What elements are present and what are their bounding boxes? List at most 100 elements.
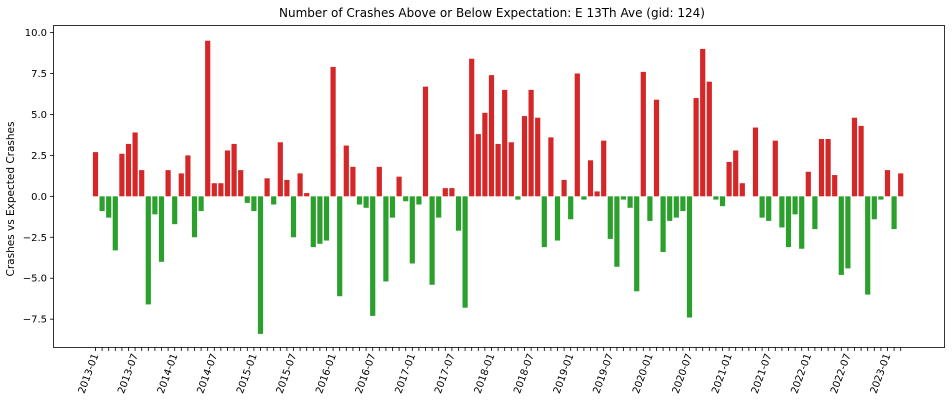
bar-2022-04 [825, 139, 831, 197]
y-tick-label: −5.0 [23, 274, 47, 285]
bar-2018-04 [508, 142, 514, 197]
bar-2018-06 [521, 116, 528, 197]
bar-2013-09 [145, 196, 151, 305]
bar-2021-08 [772, 140, 778, 197]
bar-2022-08 [851, 117, 858, 197]
bar-2018-10 [548, 137, 554, 197]
bar-2014-05 [198, 196, 204, 212]
bar-2016-11 [396, 176, 402, 197]
bar-2014-01 [172, 196, 178, 225]
bar-2021-03 [739, 183, 745, 197]
bar-2013-01 [92, 152, 99, 197]
bar-2018-08 [535, 117, 541, 197]
bar-2022-07 [845, 196, 851, 269]
y-tick-label: 5.0 [31, 110, 47, 121]
bar-2016-06 [363, 196, 369, 208]
bar-2020-03 [660, 196, 666, 253]
bar-2020-10 [706, 81, 712, 197]
bar-2013-03 [106, 196, 112, 218]
bars-group [92, 40, 904, 334]
bar-2017-06 [442, 188, 448, 197]
bar-2015-10 [310, 196, 316, 248]
bar-2015-12 [323, 196, 330, 241]
bar-2019-05 [594, 191, 600, 197]
bar-2014-03 [185, 155, 191, 197]
bar-2023-01 [884, 170, 891, 197]
bar-2013-08 [139, 170, 145, 197]
bar-2016-09 [383, 196, 389, 282]
y-tick-label: −2.5 [23, 233, 47, 244]
bar-2017-09 [462, 196, 468, 308]
bar-2021-09 [779, 196, 785, 228]
bar-2016-05 [356, 196, 363, 205]
bar-2019-10 [627, 196, 633, 208]
bar-2017-11 [475, 134, 481, 197]
bar-2015-08 [297, 173, 303, 197]
y-tick-label: −7.5 [23, 315, 47, 326]
bar-2022-03 [818, 139, 825, 197]
bar-2018-02 [495, 143, 501, 197]
bar-2014-06 [205, 40, 211, 197]
bar-2022-01 [805, 171, 811, 197]
bar-2017-05 [436, 196, 442, 218]
bar-2016-03 [343, 145, 349, 197]
bar-2016-12 [403, 196, 409, 202]
y-axis-label: Crashes vs Expected Crashes [5, 122, 17, 277]
bar-2015-01 [251, 196, 257, 212]
bar-2013-12 [165, 170, 171, 197]
bar-2015-07 [290, 196, 297, 238]
bar-2015-03 [264, 178, 270, 197]
bar-2017-04 [429, 196, 435, 285]
bar-2017-01 [409, 196, 415, 264]
bar-2014-07 [211, 183, 217, 197]
bar-2021-12 [799, 196, 805, 249]
bar-2014-02 [178, 173, 184, 197]
bar-2014-12 [244, 196, 250, 203]
bar-2021-05 [752, 127, 759, 197]
bar-2013-02 [99, 196, 105, 212]
bar-2020-04 [667, 196, 673, 221]
bar-2019-11 [634, 196, 640, 292]
bar-2020-11 [713, 196, 719, 200]
bar-2017-12 [482, 112, 488, 197]
bar-2019-06 [601, 140, 607, 197]
bar-2020-06 [680, 196, 686, 212]
bar-2014-09 [224, 150, 231, 197]
bar-2013-04 [112, 196, 118, 251]
y-tick-label: 7.5 [31, 69, 47, 80]
bar-2018-05 [515, 196, 521, 200]
bar-2016-10 [389, 196, 396, 218]
bar-2015-05 [277, 142, 283, 197]
bar-2019-01 [568, 196, 574, 220]
bar-2017-02 [416, 196, 422, 205]
bar-2020-08 [693, 98, 699, 197]
bar-2022-05 [832, 175, 838, 197]
chart-title: Number of Crashes Above or Below Expecta… [279, 6, 705, 20]
bar-2014-08 [218, 183, 224, 197]
bar-2017-07 [449, 188, 455, 197]
bar-2019-02 [574, 73, 580, 197]
bar-2020-07 [686, 196, 693, 318]
bar-2022-02 [812, 196, 818, 230]
bar-2022-11 [871, 196, 877, 220]
bar-2019-04 [587, 160, 594, 197]
bar-2018-09 [541, 196, 547, 248]
bar-2020-02 [653, 99, 660, 197]
bar-2017-08 [455, 196, 462, 231]
bar-2013-05 [119, 153, 125, 197]
bar-2016-08 [376, 166, 382, 197]
bar-2020-09 [700, 48, 706, 197]
y-tick-label: 2.5 [31, 151, 47, 162]
bar-2017-03 [422, 86, 429, 197]
bar-2018-01 [488, 75, 495, 197]
bar-2020-05 [673, 196, 679, 218]
plot-frame [53, 25, 945, 348]
bar-2017-10 [469, 58, 475, 197]
bar-2014-10 [231, 143, 237, 197]
bar-2013-10 [152, 196, 158, 215]
bar-2019-03 [581, 196, 587, 200]
bar-2015-09 [304, 193, 310, 197]
bar-2022-10 [865, 196, 871, 295]
